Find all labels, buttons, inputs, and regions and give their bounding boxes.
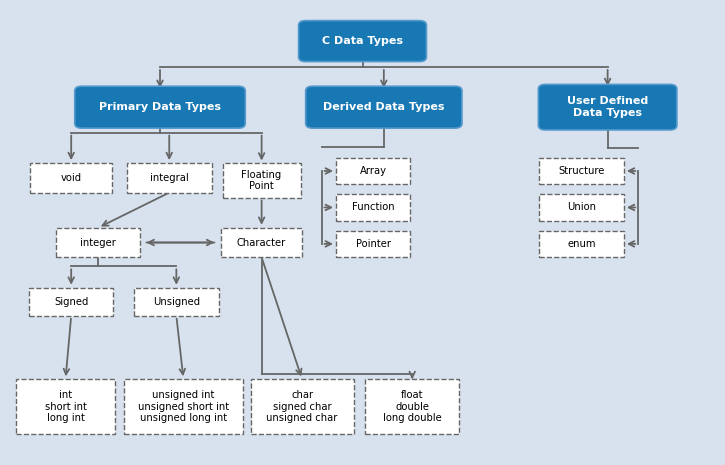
Text: C Data Types: C Data Types — [322, 36, 403, 46]
Text: Union: Union — [567, 202, 596, 213]
Text: integral: integral — [150, 173, 188, 183]
Text: Primary Data Types: Primary Data Types — [99, 102, 221, 112]
Text: Derived Data Types: Derived Data Types — [323, 102, 444, 112]
Text: User Defined
Data Types: User Defined Data Types — [567, 96, 648, 118]
Text: Unsigned: Unsigned — [153, 297, 200, 307]
Polygon shape — [124, 379, 243, 434]
Text: Structure: Structure — [558, 166, 605, 176]
Polygon shape — [539, 158, 624, 184]
Text: Character: Character — [237, 238, 286, 247]
Polygon shape — [220, 228, 302, 257]
Text: int
short int
long int: int short int long int — [44, 390, 86, 423]
Polygon shape — [17, 379, 115, 434]
Polygon shape — [127, 163, 212, 193]
Text: integer: integer — [80, 238, 116, 247]
Polygon shape — [365, 379, 459, 434]
Text: Signed: Signed — [54, 297, 88, 307]
Polygon shape — [336, 194, 410, 221]
Polygon shape — [29, 288, 113, 316]
Polygon shape — [251, 379, 354, 434]
FancyBboxPatch shape — [75, 86, 245, 128]
Text: Floating
Point: Floating Point — [241, 170, 282, 192]
Text: float
double
long double: float double long double — [383, 390, 442, 423]
Text: void: void — [61, 173, 82, 183]
Polygon shape — [539, 231, 624, 257]
FancyBboxPatch shape — [299, 20, 426, 62]
Polygon shape — [336, 231, 410, 257]
FancyBboxPatch shape — [539, 85, 677, 130]
Text: char
signed char
unsigned char: char signed char unsigned char — [266, 390, 338, 423]
Text: unsigned int
unsigned short int
unsigned long int: unsigned int unsigned short int unsigned… — [138, 390, 229, 423]
Polygon shape — [133, 288, 219, 316]
Text: Pointer: Pointer — [356, 239, 391, 249]
Text: Array: Array — [360, 166, 386, 176]
Text: Function: Function — [352, 202, 394, 213]
Polygon shape — [30, 163, 112, 193]
Polygon shape — [223, 164, 301, 198]
Polygon shape — [336, 158, 410, 184]
Polygon shape — [539, 194, 624, 221]
Text: enum: enum — [567, 239, 595, 249]
FancyBboxPatch shape — [306, 86, 462, 128]
Polygon shape — [57, 228, 140, 257]
